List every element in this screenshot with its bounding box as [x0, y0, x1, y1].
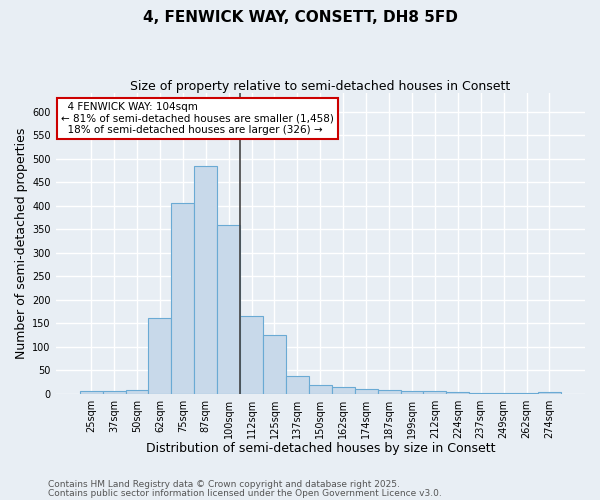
Bar — [377, 390, 401, 394]
X-axis label: Distribution of semi-detached houses by size in Consett: Distribution of semi-detached houses by … — [146, 442, 495, 455]
Text: Contains public sector information licensed under the Open Government Licence v3: Contains public sector information licen… — [48, 488, 442, 498]
Bar — [424, 391, 446, 394]
Bar — [446, 392, 469, 394]
Bar — [286, 376, 309, 394]
Bar — [194, 166, 217, 394]
Bar — [401, 391, 424, 394]
Bar — [515, 392, 538, 394]
Bar — [172, 204, 194, 394]
Bar — [217, 224, 240, 394]
Bar — [355, 389, 377, 394]
Bar — [332, 386, 355, 394]
Title: Size of property relative to semi-detached houses in Consett: Size of property relative to semi-detach… — [130, 80, 511, 93]
Bar — [80, 391, 103, 394]
Bar — [309, 385, 332, 394]
Bar — [469, 392, 492, 394]
Bar — [125, 390, 148, 394]
Bar — [263, 335, 286, 394]
Bar — [148, 318, 172, 394]
Text: 4 FENWICK WAY: 104sqm
← 81% of semi-detached houses are smaller (1,458)
  18% of: 4 FENWICK WAY: 104sqm ← 81% of semi-deta… — [61, 102, 334, 135]
Bar — [103, 391, 125, 394]
Bar — [538, 392, 561, 394]
Text: 4, FENWICK WAY, CONSETT, DH8 5FD: 4, FENWICK WAY, CONSETT, DH8 5FD — [143, 10, 457, 25]
Text: Contains HM Land Registry data © Crown copyright and database right 2025.: Contains HM Land Registry data © Crown c… — [48, 480, 400, 489]
Bar — [240, 316, 263, 394]
Y-axis label: Number of semi-detached properties: Number of semi-detached properties — [15, 128, 28, 359]
